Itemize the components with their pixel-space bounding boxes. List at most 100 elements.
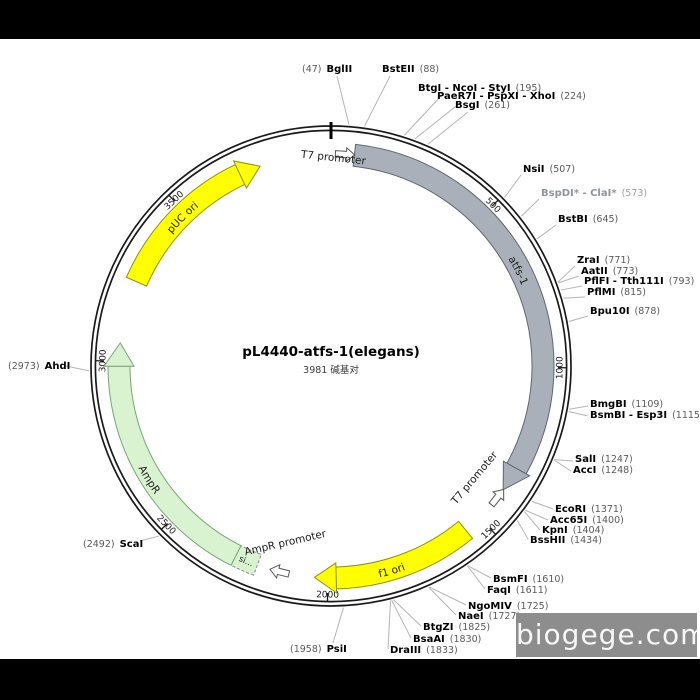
leader-line xyxy=(554,459,574,462)
restriction-site-label: BsaAI (1830) xyxy=(413,634,481,645)
enzyme-name: BstEII xyxy=(382,64,415,75)
enzyme-position: (1115) xyxy=(672,410,700,421)
enzyme-position: (1404) xyxy=(573,525,605,536)
enzyme-name: AhdI xyxy=(45,361,71,372)
leader-line xyxy=(387,600,392,650)
leader-line xyxy=(558,275,580,284)
restriction-site-label: Bpu10I (878) xyxy=(590,306,660,317)
enzyme-name: BtgI - NcoI - StyI xyxy=(418,83,511,94)
restriction-site-label: Acc65I (1400) xyxy=(550,515,624,526)
restriction-site-label: BstEII (88) xyxy=(382,64,439,75)
restriction-site-label: BtgZI (1825) xyxy=(423,622,490,633)
enzyme-position: (47) xyxy=(302,64,322,75)
enzyme-position: (1400) xyxy=(592,515,624,526)
enzyme-name: PflFI - Tth111I xyxy=(584,276,664,287)
enzyme-position: (1725) xyxy=(517,601,549,612)
restriction-site-label: PaeR7I - PspXI - XhoI (224) xyxy=(437,91,586,102)
enzyme-name: SalI xyxy=(575,454,596,465)
watermark: biogege.com xyxy=(516,613,700,657)
restriction-site-label: NaeI (1727) xyxy=(458,611,520,622)
enzyme-position: (1833) xyxy=(426,645,458,656)
enzyme-position: (645) xyxy=(593,214,619,225)
enzyme-name: BsmFI xyxy=(493,574,528,585)
scale-tick-label: 1000 xyxy=(555,356,565,379)
leader-line xyxy=(523,511,541,531)
leader-line xyxy=(557,265,576,283)
feature-arc xyxy=(335,520,474,590)
plasmid-title-block: pL4440-atfs-1(elegans) 3981 碱基对 xyxy=(242,344,420,376)
leader-line xyxy=(568,410,589,417)
restriction-site-label: ZraI (771) xyxy=(577,255,630,266)
enzyme-name: BssHII xyxy=(530,535,565,546)
leader-line xyxy=(525,509,549,521)
enzyme-name: NsiI xyxy=(523,164,544,175)
feature-arc xyxy=(352,143,555,475)
scale-tick-label: 2000 xyxy=(316,590,339,600)
leader-line xyxy=(427,111,469,145)
enzyme-position: (1610) xyxy=(533,574,565,585)
enzyme-position: (1958) xyxy=(290,644,322,655)
feature-arrowhead xyxy=(103,341,135,367)
leader-line xyxy=(139,535,159,542)
leader-line xyxy=(520,198,540,217)
scale-tick xyxy=(161,523,168,530)
enzyme-name: BspDI* - ClaI* xyxy=(541,188,617,199)
leader-line xyxy=(65,365,90,372)
enzyme-position: (1247) xyxy=(601,454,633,465)
leader-line xyxy=(428,587,457,616)
enzyme-position: (878) xyxy=(635,306,661,317)
restriction-site-label: NsiI (507) xyxy=(523,164,575,175)
restriction-site-label: (2492) ScaI xyxy=(83,539,143,550)
leader-line xyxy=(563,296,586,299)
feature-arrowhead xyxy=(232,160,261,190)
enzyme-name: BsgI xyxy=(455,100,479,111)
promoter-arrow-icon xyxy=(269,563,291,580)
enzyme-name: KpnI xyxy=(542,525,568,536)
enzyme-position: (1611) xyxy=(516,585,548,596)
leader-line xyxy=(467,565,492,579)
enzyme-position: (1371) xyxy=(591,504,623,515)
enzyme-name: ScaI xyxy=(120,539,144,550)
enzyme-name: DraIII xyxy=(390,645,421,656)
restriction-site-label: (2973) AhdI xyxy=(8,361,70,372)
restriction-site-label: (1958) PsiI xyxy=(290,644,347,655)
enzyme-name: BstBI xyxy=(558,214,588,225)
leader-line xyxy=(332,607,344,644)
restriction-site-label: FaqI (1611) xyxy=(487,585,547,596)
scale-tick xyxy=(489,527,496,535)
enzyme-position: (224) xyxy=(560,91,586,102)
restriction-site-label: PflFI - Tth111I (793) xyxy=(584,276,694,287)
leader-line xyxy=(393,599,422,627)
restriction-site-label: EcoRI (1371) xyxy=(555,504,623,515)
leader-line xyxy=(553,459,572,472)
enzyme-position: (1248) xyxy=(601,465,633,476)
leader-line xyxy=(536,224,557,240)
enzyme-position: (88) xyxy=(420,64,440,75)
enzyme-name: PaeR7I - PspXI - XhoI xyxy=(437,91,555,102)
enzyme-position: (1830) xyxy=(450,634,482,645)
restriction-site-label: BsmBI - Esp3I (1115) xyxy=(590,410,700,421)
restriction-site-label: BssHII (1434) xyxy=(530,535,602,546)
enzyme-position: (771) xyxy=(605,255,631,266)
scale-tick xyxy=(168,195,176,202)
restriction-site-label: BtgI - NcoI - StyI (195) xyxy=(418,83,541,94)
enzyme-name: Bpu10I xyxy=(590,306,630,317)
enzyme-position: (793) xyxy=(669,276,695,287)
enzyme-name: Acc65I xyxy=(550,515,587,526)
enzyme-name: NgoMIV xyxy=(468,601,512,612)
enzyme-name: NaeI xyxy=(458,611,484,622)
enzyme-name: BglII xyxy=(327,64,353,75)
enzyme-position: (1825) xyxy=(459,622,491,633)
enzyme-name: PsiI xyxy=(327,644,347,655)
enzyme-name: AatII xyxy=(581,266,608,277)
scale-tick xyxy=(491,199,499,207)
leader-line xyxy=(504,174,522,198)
enzyme-position: (815) xyxy=(620,287,646,298)
enzyme-position: (773) xyxy=(613,266,639,277)
restriction-site-label: BmgBI (1109) xyxy=(590,399,663,410)
enzyme-position: (507) xyxy=(549,164,575,175)
leader-line xyxy=(391,600,412,639)
restriction-site-label: BspDI* - ClaI* (573) xyxy=(541,188,647,199)
